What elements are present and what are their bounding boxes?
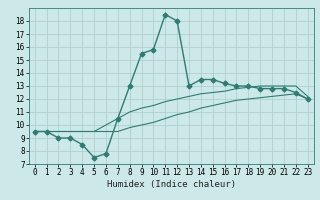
X-axis label: Humidex (Indice chaleur): Humidex (Indice chaleur) <box>107 180 236 189</box>
